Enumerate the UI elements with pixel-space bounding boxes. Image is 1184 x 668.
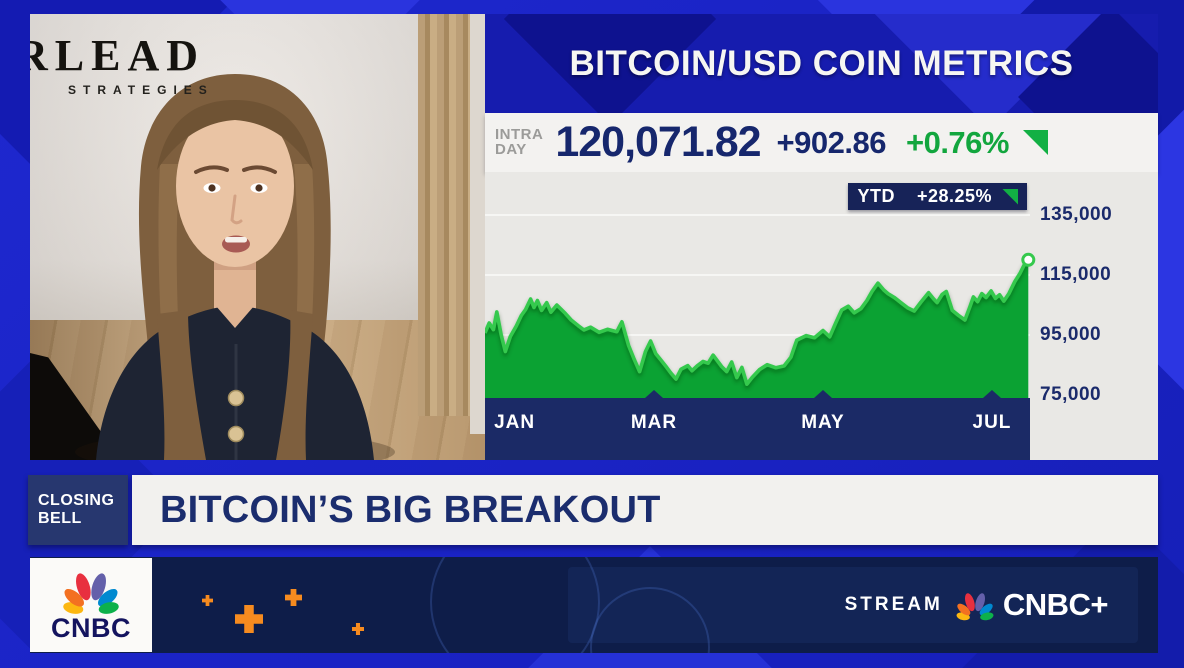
peacock-icon: [58, 567, 124, 615]
x-tick-label: JAN: [494, 412, 535, 433]
headline-banner: BITCOIN’S BIG BREAKOUT: [132, 475, 1158, 545]
y-tick-label: 75,000: [1040, 384, 1102, 405]
price-chart-svg: JAN MAR MAY JUL: [483, 214, 1036, 460]
price-change: +902.86: [776, 124, 887, 160]
show-name-line2: BELL: [38, 510, 82, 527]
period-label: INTRA DAY: [495, 126, 544, 158]
y-tick-label: 115,000: [1040, 264, 1112, 285]
deco-circle: [430, 557, 600, 653]
cnbc-logo-box: CNBC: [30, 558, 152, 652]
direction-triangle-icon: [1022, 130, 1048, 155]
ytd-badge: YTD +28.25%: [848, 183, 1027, 210]
price-chart-panel: YTD +28.25% JAN MAR MAY JUL 135,000 115,000 9…: [483, 172, 1158, 460]
plus-icon: [202, 595, 213, 606]
headline-text: BITCOIN’S BIG BREAKOUT: [160, 488, 661, 531]
chart-header-band: BITCOIN/USD COIN METRICS: [485, 14, 1158, 113]
plus-icon: [285, 589, 302, 606]
price-change-percent: +0.76%: [905, 124, 1010, 160]
stream-label: STREAM: [844, 594, 943, 615]
x-tick-label: MAY: [801, 412, 844, 433]
plus-icon: [352, 623, 364, 635]
show-name-line1: CLOSING: [38, 492, 115, 510]
y-axis-labels: 135,000 115,000 95,000 75,000: [1038, 172, 1158, 460]
peacock-icon: [953, 589, 997, 621]
x-tick-label: MAR: [631, 412, 677, 433]
period-line1: INTRA: [495, 126, 544, 144]
intraday-quote-bar: INTRA DAY 120,071.82 +902.86 +0.76%: [485, 113, 1158, 172]
curtain: [418, 14, 470, 416]
stream-promo: STREAM CNBC+: [844, 557, 1109, 653]
speaker-illustration: [75, 74, 395, 460]
y-tick-label: 135,000: [1040, 204, 1113, 225]
last-price: 120,071.82: [555, 118, 761, 166]
cnbc-wordmark: CNBC: [51, 612, 131, 643]
show-badge: CLOSING BELL: [28, 475, 128, 545]
guest-logo-line1: RLEAD: [30, 31, 206, 80]
guest-logo-line2: STRATEGIES: [68, 83, 214, 97]
chart-title: BITCOIN/USD COIN METRICS: [569, 43, 1074, 83]
x-tick-label: JUL: [973, 412, 1012, 433]
plus-icon: [235, 605, 263, 633]
guest-company-logo: RLEAD STRATEGIES: [30, 30, 214, 97]
footer-strip: CNBC STREAM CNBC+: [30, 557, 1158, 653]
y-tick-label: 95,000: [1040, 324, 1102, 345]
wall-strip: [470, 14, 485, 434]
speaker-video: RLEAD STRATEGIES: [30, 14, 485, 460]
ytd-label: YTD: [857, 186, 895, 206]
ytd-value: +28.25%: [916, 186, 992, 206]
period-line2: DAY: [495, 140, 527, 158]
ytd-direction-triangle-icon: [1002, 188, 1018, 205]
cnbc-plus-wordmark: CNBC+: [1002, 587, 1109, 622]
market-graphic: BITCOIN/USD COIN METRICS INTRA DAY 120,0…: [483, 14, 1158, 460]
